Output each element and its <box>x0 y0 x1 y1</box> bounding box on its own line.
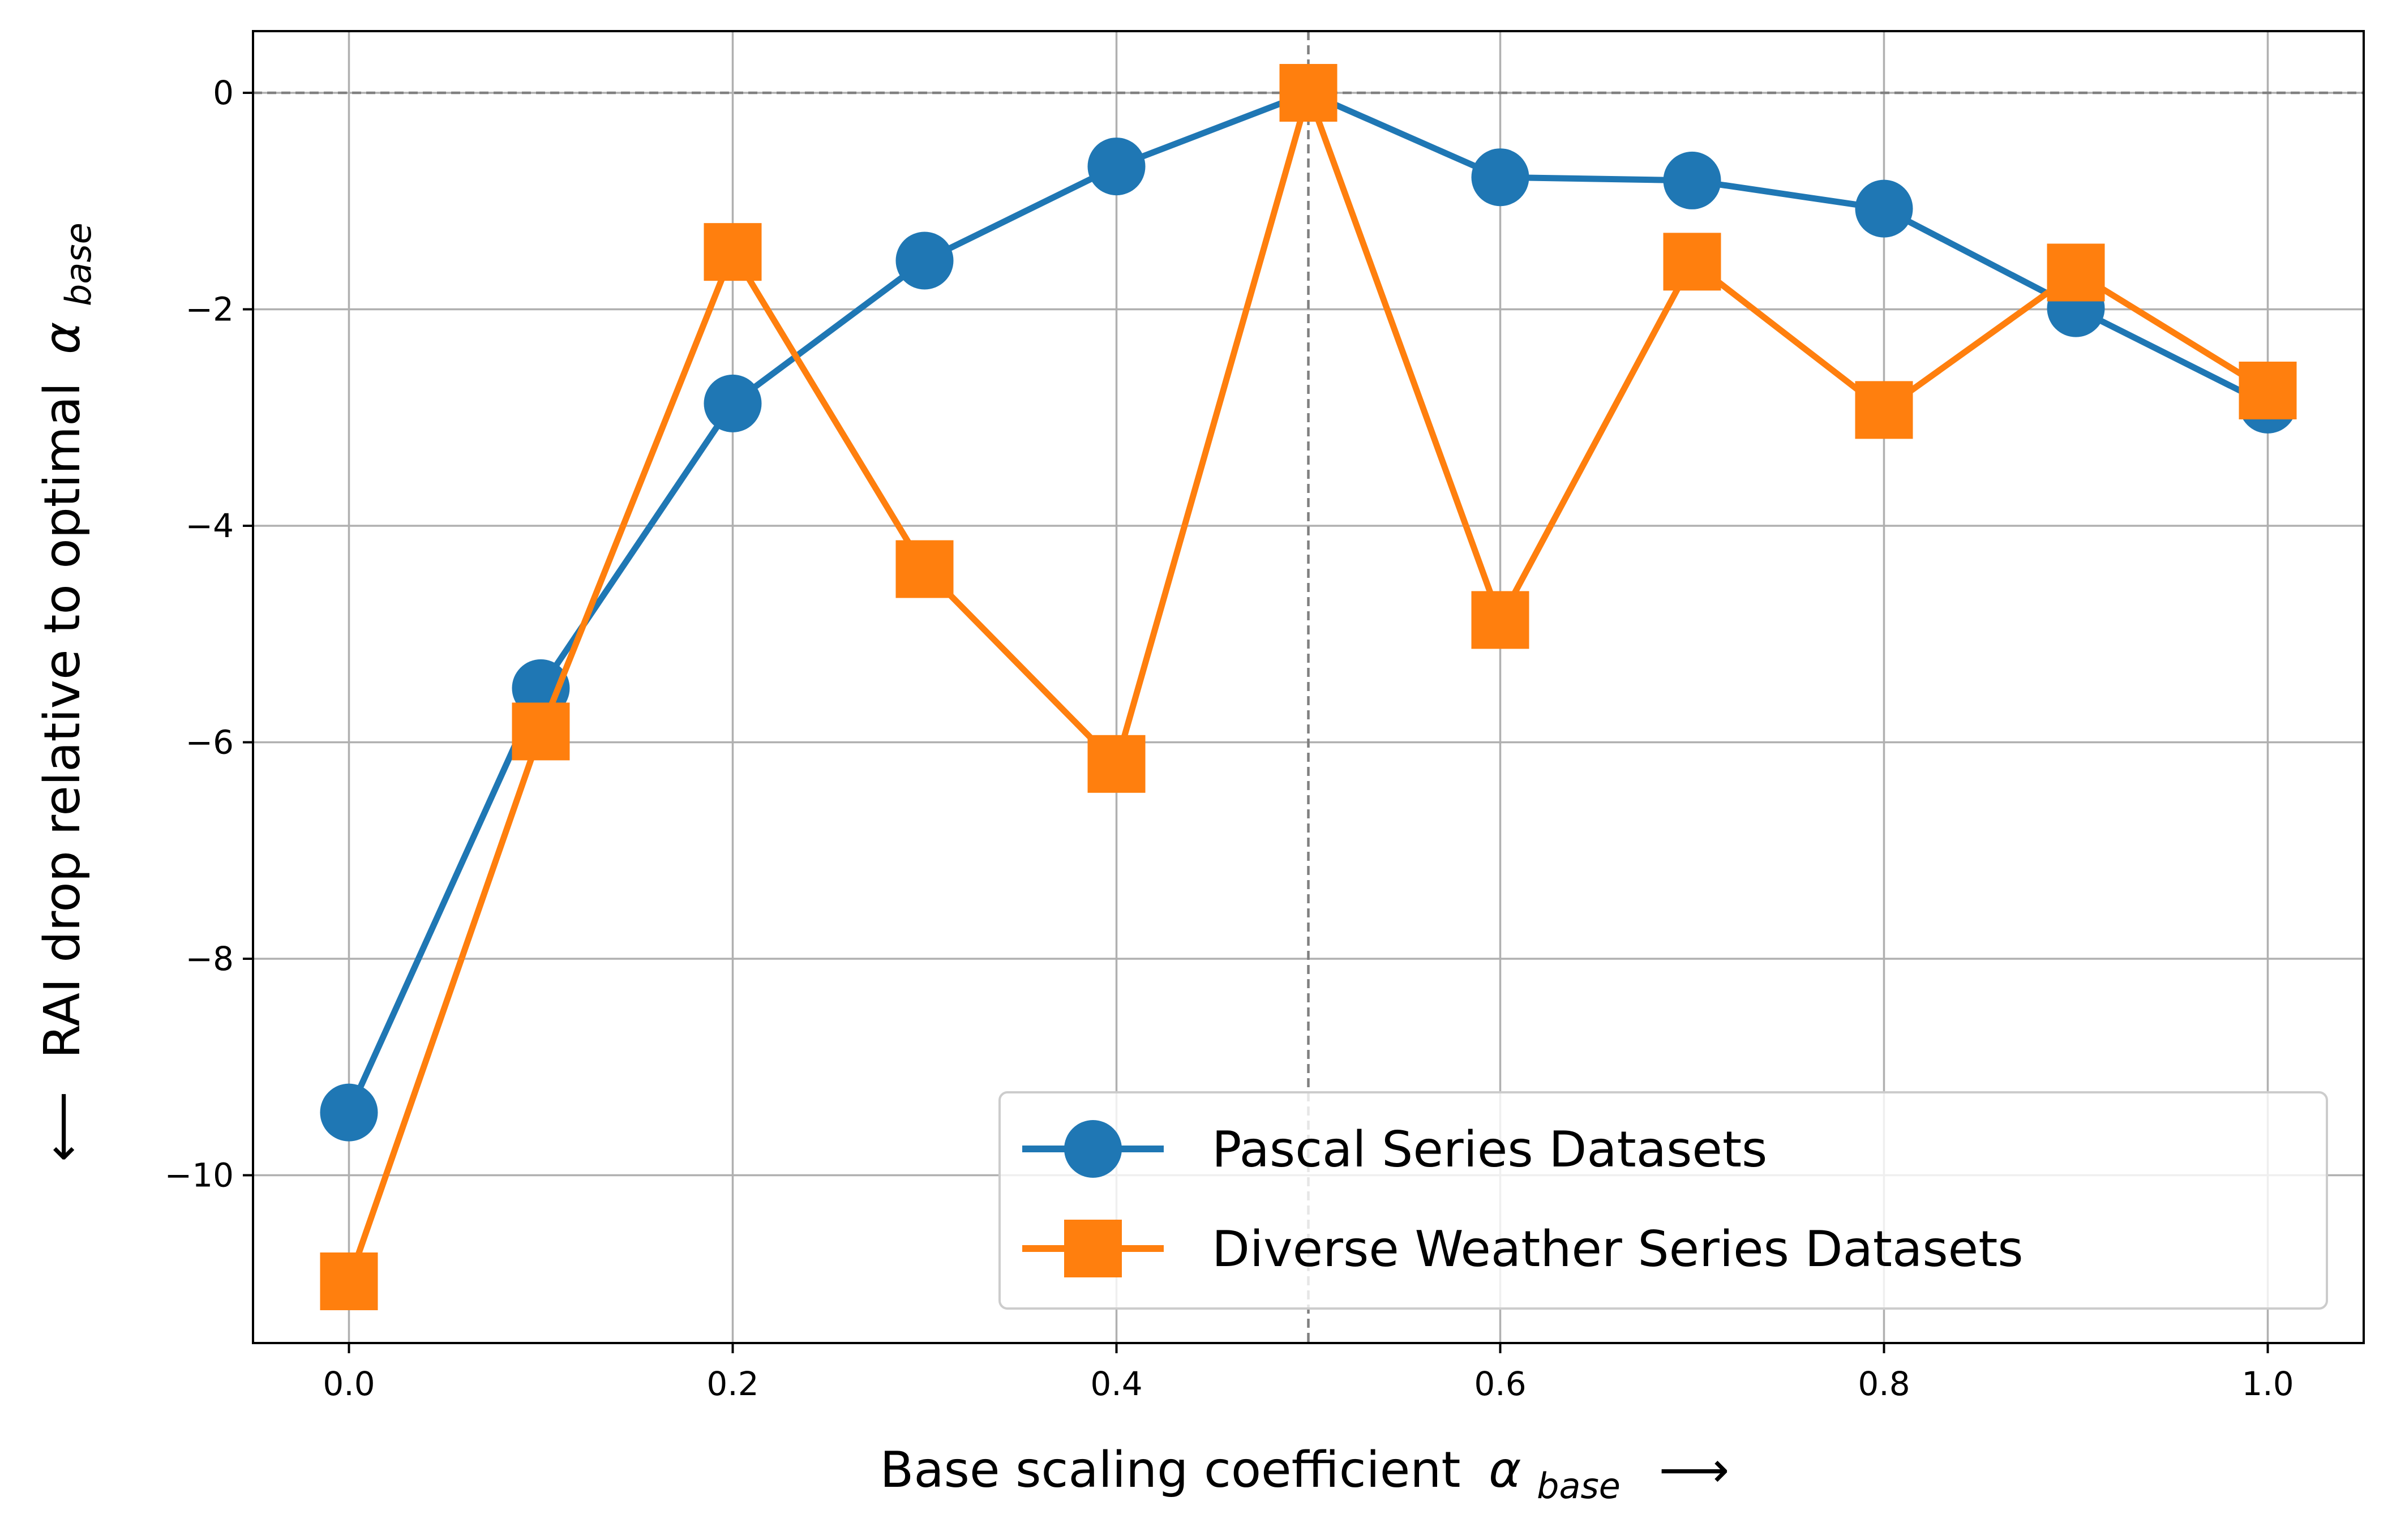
x-tick-label: 1.0 <box>2241 1365 2294 1403</box>
legend-marker-weather <box>1064 1220 1122 1277</box>
legend-entry-weather: Diverse Weather Series Datasets <box>1022 1220 2024 1278</box>
data-point <box>2047 243 2105 302</box>
y-axis-label-symbol: α <box>33 322 91 354</box>
y-tick-label: 0 <box>213 74 234 112</box>
series-weather <box>320 64 2297 1310</box>
data-point <box>1663 233 1721 291</box>
x-axis-label-symbol: α <box>1489 1441 1521 1499</box>
data-point <box>1663 151 1721 209</box>
data-point <box>512 702 570 761</box>
plot-frame <box>252 30 2365 1344</box>
legend-entry-pascal: Pascal Series Datasets <box>1022 1120 1767 1178</box>
x-axis-label-text: Base scaling coefficient <box>880 1441 1461 1499</box>
x-axis-label: Base scaling coefficient α base ⟶ <box>880 1441 1730 1510</box>
data-point <box>320 1252 378 1310</box>
x-tick-label: 0.8 <box>1858 1365 1910 1403</box>
data-point <box>1855 381 1913 439</box>
legend-frame <box>998 1091 2328 1310</box>
legend-label-pascal: Pascal Series Datasets <box>1212 1121 1767 1178</box>
x-tick-label: 0.2 <box>706 1365 758 1403</box>
x-tick-label: 0.6 <box>1474 1365 1526 1403</box>
data-point <box>1087 138 1146 196</box>
x-axis-label-subscript: base <box>1537 1465 1621 1507</box>
x-tick-label: 0.4 <box>1090 1365 1142 1403</box>
legend-label-weather: Diverse Weather Series Datasets <box>1212 1220 2024 1278</box>
legend: Pascal Series Datasets Diverse Weather S… <box>998 1091 2328 1310</box>
data-point <box>2239 361 2297 419</box>
data-point <box>704 374 762 432</box>
axes: 0.0 0.2 0.4 0.6 0.8 1.0 0 −2 −4 −6 −8 −10 <box>165 30 2365 1403</box>
data-point <box>1279 64 1338 122</box>
y-axis-label-text: RAI drop relative to optimal <box>33 383 91 1059</box>
series-layer <box>320 64 2297 1310</box>
y-tick-label: −6 <box>186 723 234 762</box>
y-tick-label: −2 <box>186 290 234 329</box>
y-axis-label-subscript: base <box>58 222 99 306</box>
y-axis-label: ⟵ RAI drop relative to optimal α base <box>33 222 99 1162</box>
data-point <box>704 223 762 281</box>
data-point <box>1471 591 1529 649</box>
data-point <box>1855 179 1913 238</box>
data-point <box>895 231 954 290</box>
data-point <box>1087 735 1146 793</box>
y-tick-label: −4 <box>186 507 234 545</box>
data-point <box>895 540 954 598</box>
data-point <box>1471 148 1529 207</box>
axis-labels: Base scaling coefficient α base ⟶ ⟵ RAI … <box>33 222 1730 1510</box>
x-tick-label: 0.0 <box>323 1365 375 1403</box>
x-axis-label-arrow: ⟶ <box>1659 1441 1730 1499</box>
y-tick-label: −8 <box>186 940 234 978</box>
y-tick-label: −10 <box>165 1156 234 1195</box>
y-axis-label-arrow: ⟵ <box>33 1091 91 1162</box>
data-point <box>320 1083 378 1142</box>
legend-marker-pascal <box>1064 1120 1122 1178</box>
